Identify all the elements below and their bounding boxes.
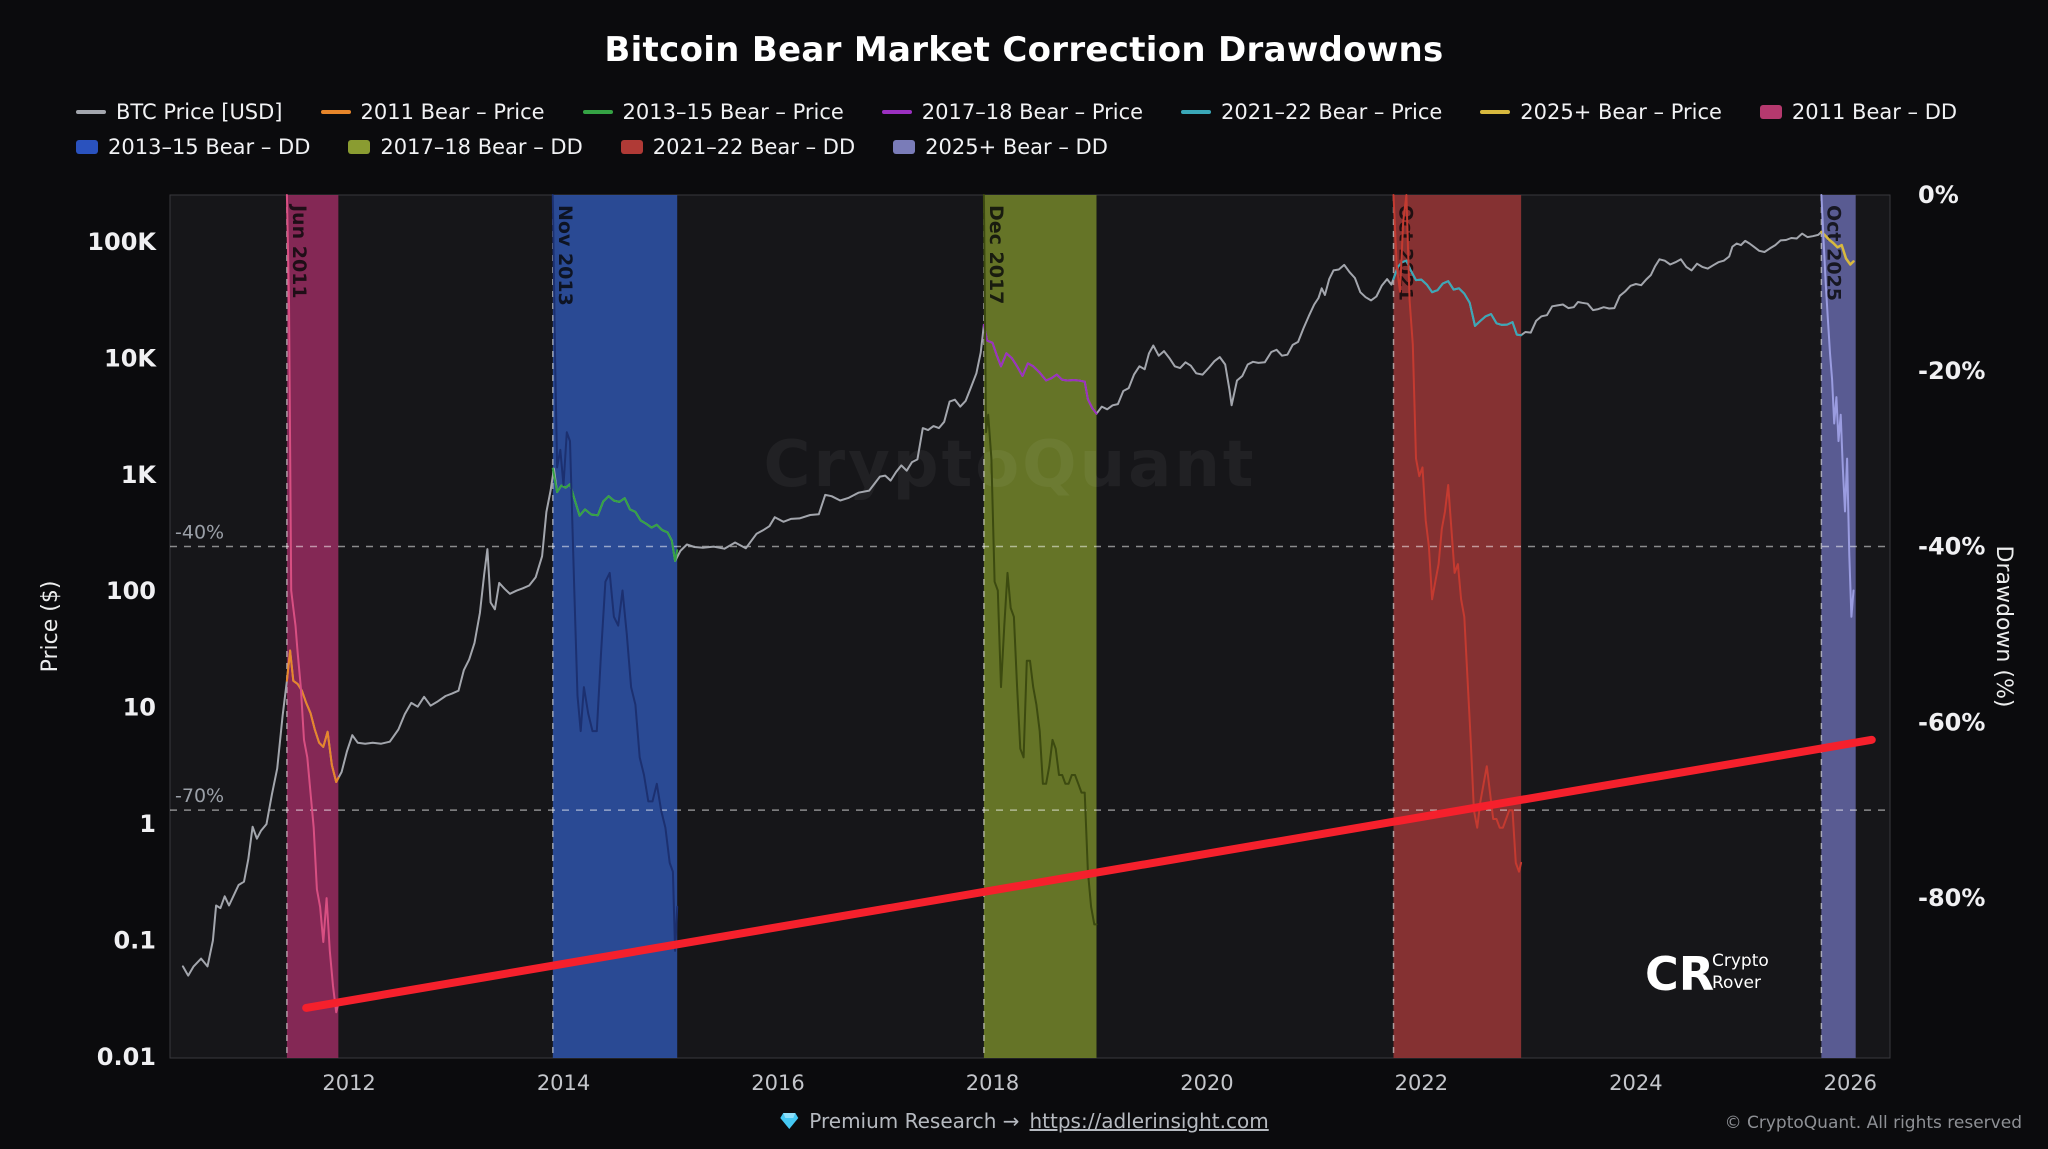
legend-label: 2013–15 Bear – DD (108, 135, 311, 159)
legend-item-2025+-bear-dd[interactable]: 2025+ Bear – DD (893, 135, 1108, 159)
square-swatch (76, 140, 98, 154)
year-tick-2024: 2024 (1609, 1071, 1662, 1095)
year-tick-2020: 2020 (1180, 1071, 1233, 1095)
legend-item-2011-bear-dd[interactable]: 2011 Bear – DD (1759, 100, 1958, 124)
price-tick-1: 1 (139, 810, 156, 838)
footer-link[interactable]: https://adlerinsight.com (1029, 1109, 1269, 1133)
reference-label--40%: -40% (175, 522, 224, 544)
crypto-rover-mark: CR (1645, 947, 1714, 1001)
legend-label: 2017–18 Bear – Price (921, 100, 1144, 124)
crypto-rover-line1: Crypto (1712, 951, 1769, 971)
legend-item-2021-22-bear-price[interactable]: 2021–22 Bear – Price (1181, 100, 1442, 124)
series-bear-2025-price (1820, 230, 1855, 266)
legend-label: 2017–18 Bear – DD (380, 135, 583, 159)
band-label-2011: Jun 2011 (288, 203, 310, 299)
footer-premium-text: Premium Research → (809, 1109, 1020, 1133)
square-swatch (893, 140, 916, 154)
legend-label: 2021–22 Bear – Price (1221, 100, 1443, 124)
series-bear-2011-dd (285, 194, 340, 1014)
dd-tick--80%: -80% (1918, 884, 1985, 912)
year-tick-2012: 2012 (322, 1071, 375, 1095)
line-swatch (76, 110, 106, 114)
crypto-rover-line2: Rover (1712, 973, 1761, 993)
footer-premium: Premium Research → https://adlerinsight.… (779, 1109, 1269, 1133)
reference-label--70%: -70% (175, 785, 224, 807)
legend-item-2021-22-bear-dd[interactable]: 2021–22 Bear – DD (620, 135, 856, 159)
price-tick-100K: 100K (87, 228, 157, 256)
bear-band-2021-22 (1393, 195, 1522, 1058)
right-axis-title: Drawdown (%) (1991, 546, 2016, 708)
legend-label: 2025+ Bear – Price (1520, 100, 1722, 124)
year-tick-2014: 2014 (537, 1071, 590, 1095)
band-label-2021-22: Oct 2021 (1395, 205, 1417, 301)
legend-row-2: 2013–15 Bear – DD 2017–18 Bear – DD 2021–2… (76, 135, 1957, 159)
line-swatch (1181, 110, 1212, 114)
footer: Premium Research → https://adlerinsight.… (0, 1109, 2048, 1139)
watermark: CryptoQuant (764, 428, 1257, 502)
square-swatch (620, 140, 643, 154)
legend-label: 2011 Bear – DD (1791, 100, 1958, 124)
band-label-2025: Oct 2025 (1822, 205, 1844, 301)
legend-item-2013-15-bear-price[interactable]: 2013–15 Bear – Price (582, 100, 844, 124)
band-label-2017-18: Dec 2017 (985, 205, 1007, 304)
legend-item-btc-price-usd[interactable]: BTC Price [USD] (76, 100, 283, 124)
series-bear-2013-15-dd (551, 194, 679, 952)
footer-copyright: © CryptoQuant. All rights reserved (1724, 1113, 2022, 1133)
dd-tick--40%: -40% (1918, 533, 1985, 561)
band-label-2013-15: Nov 2013 (554, 205, 576, 306)
price-tick-0.1: 0.1 (113, 927, 156, 955)
dd-tick-0%: 0% (1918, 181, 1959, 209)
price-tick-10: 10 (123, 694, 156, 722)
legend-label: 2025+ Bear – DD (925, 135, 1108, 159)
line-swatch (582, 110, 613, 114)
year-tick-2016: 2016 (751, 1071, 804, 1095)
legend-item-2017-18-bear-price[interactable]: 2017–18 Bear – Price (881, 100, 1144, 124)
square-swatch (348, 140, 371, 154)
trend-line (302, 735, 1876, 1012)
legend-label: 2021–22 Bear – DD (652, 135, 856, 159)
series-bear-2021-22-price (1392, 259, 1523, 337)
series-bear-2011-price (285, 649, 340, 783)
price-tick-10K: 10K (104, 344, 157, 372)
left-axis-title: Price ($) (38, 581, 63, 673)
legend-label: BTC Price [USD] (116, 100, 283, 124)
bear-band-2013-15 (552, 195, 678, 1058)
legend-label: 2011 Bear – Price (360, 100, 545, 124)
legend-label: 2013–15 Bear – Price (622, 100, 844, 124)
legend-item-2017-18-bear-dd[interactable]: 2017–18 Bear – DD (348, 135, 583, 159)
bear-band-2017-18 (983, 195, 1097, 1058)
price-tick-1K: 1K (121, 461, 158, 489)
legend: BTC Price [USD] 2011 Bear – Price 2013–15 … (76, 100, 1957, 159)
series-bear-2017-18-price (982, 323, 1098, 415)
legend-item-2011-bear-price[interactable]: 2011 Bear – Price (320, 100, 545, 124)
line-swatch (881, 110, 912, 114)
bear-band-2025 (1821, 195, 1856, 1058)
series-bear-2025-dd (1820, 194, 1855, 618)
series-bear-2021-22-dd (1392, 194, 1523, 873)
diamond-icon (780, 1113, 799, 1129)
legend-item-2013-15-bear-dd[interactable]: 2013–15 Bear – DD (76, 135, 310, 159)
dd-tick--20%: -20% (1918, 357, 1985, 385)
year-tick-2018: 2018 (966, 1071, 1019, 1095)
legend-row-1: BTC Price [USD] 2011 Bear – Price 2013–15 … (76, 100, 1957, 124)
price-tick-100: 100 (106, 577, 156, 605)
line-swatch (320, 110, 351, 114)
dd-tick--60%: -60% (1918, 708, 1985, 736)
legend-item-2025+-bear-price[interactable]: 2025+ Bear – Price (1480, 100, 1722, 124)
price-tick-0.01: 0.01 (97, 1043, 156, 1071)
series-bear-2017-18-dd (982, 194, 1098, 926)
page-title: Bitcoin Bear Market Correction Drawdowns (604, 30, 1444, 70)
year-tick-2026: 2026 (1824, 1071, 1877, 1095)
year-tick-2022: 2022 (1395, 1071, 1448, 1095)
square-swatch (1759, 105, 1782, 119)
line-swatch (1480, 110, 1511, 114)
